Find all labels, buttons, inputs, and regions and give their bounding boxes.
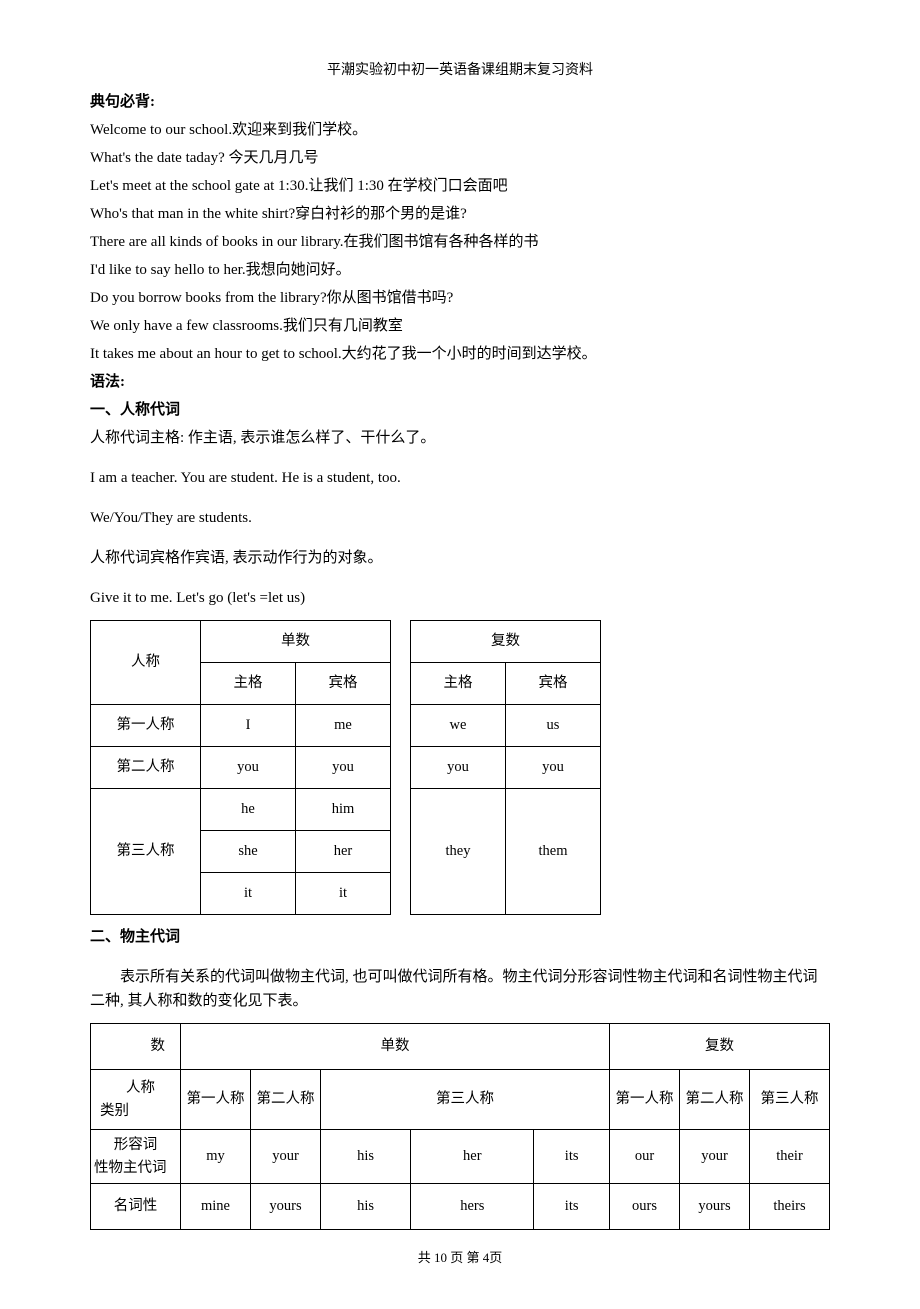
table-cell: she [201,831,296,873]
table-cell: you [506,747,601,789]
table-cell: you [411,747,506,789]
table-cell: yours [680,1184,750,1230]
table-header-p1: 第一人称 [610,1070,680,1130]
table-cell: you [296,747,391,789]
table-header-p1: 第一人称 [181,1070,251,1130]
grammar-line: I am a teacher. You are student. He is a… [90,466,830,490]
table-header-p3: 第三人称 [321,1070,610,1130]
section-heading-pronouns: 一、人称代词 [90,398,830,422]
grammar-line: 人称代词主格: 作主语, 表示谁怎么样了、干什么了。 [90,426,830,450]
table-cell: it [201,873,296,915]
table-cell: 第二人称 [91,747,201,789]
table-cell: he [201,789,296,831]
table-cell: their [750,1130,830,1184]
table-header-p2: 第二人称 [680,1070,750,1130]
sentence-line: There are all kinds of books in our libr… [90,230,830,254]
table-header-person-category: 人称 类别 [91,1070,181,1130]
table-cell: we [411,705,506,747]
possessive-pronoun-table: 数 单数 复数 人称 类别 第一人称 第二人称 第三人称 第一人称 第二人称 第… [90,1023,830,1230]
table-header-p3: 第三人称 [750,1070,830,1130]
sentence-line: We only have a few classrooms.我们只有几间教室 [90,314,830,338]
table-cell: mine [181,1184,251,1230]
table-header-plural: 复数 [610,1024,830,1070]
table-header-singular: 单数 [181,1024,610,1070]
row-label-adjective: 形容词 性物主代词 [91,1130,181,1184]
table-header-p2: 第二人称 [251,1070,321,1130]
sentence-line: It takes me about an hour to get to scho… [90,342,830,366]
sentence-line: Who's that man in the white shirt?穿白衬衫的那… [90,202,830,226]
table-cell: him [296,789,391,831]
row-label-noun: 名词性 [91,1184,181,1230]
table-header-number: 数 [91,1024,181,1070]
sentence-line: Let's meet at the school gate at 1:30.让我… [90,174,830,198]
grammar-line: Give it to me. Let's go (let's =let us) [90,586,830,610]
table-header-subject: 主格 [201,663,296,705]
possessive-intro-text: 表示所有关系的代词叫做物主代词, 也可叫做代词所有格。物主代词分形容词性物主代词… [90,969,818,1009]
section-heading-sentences: 典句必背: [90,90,830,114]
label-adj-l1: 形容词 [92,1134,179,1157]
possessive-intro: 表示所有关系的代词叫做物主代词, 也可叫做代词所有格。物主代词分形容词性物主代词… [90,965,830,1013]
table-cell: your [251,1130,321,1184]
table-cell: they [411,789,506,915]
table-header-plural: 复数 [411,621,601,663]
table-cell: my [181,1130,251,1184]
table-cell: his [321,1184,411,1230]
personal-pronoun-table: 人称 单数 复数 主格 宾格 主格 宾格 第一人称 I me we us 第二人… [90,620,601,915]
table-cell: ours [610,1184,680,1230]
table-cell: theirs [750,1184,830,1230]
table-cell: its [534,1130,610,1184]
table-header-subject: 主格 [411,663,506,705]
page-footer: 共 10 页 第 4页 [90,1248,830,1269]
grammar-line: 人称代词宾格作宾语, 表示动作行为的对象。 [90,546,830,570]
table-cell: it [296,873,391,915]
table-header-object: 宾格 [506,663,601,705]
table-cell: hers [411,1184,534,1230]
label-person: 人称 [92,1077,179,1100]
table-cell: her [296,831,391,873]
table-cell: your [680,1130,750,1184]
section-heading-possessive: 二、物主代词 [90,925,830,949]
sentence-line: Welcome to our school.欢迎来到我们学校。 [90,118,830,142]
sentence-line: Do you borrow books from the library?你从图… [90,286,830,310]
table-cell: his [321,1130,411,1184]
label-adj-l2: 性物主代词 [92,1157,179,1180]
page-header-title: 平潮实验初中初一英语备课组期末复习资料 [90,60,830,82]
table-gap [391,621,411,915]
table-cell: them [506,789,601,915]
table-header-person: 人称 [91,621,201,705]
table-cell: 第三人称 [91,789,201,915]
label-category: 类别 [92,1100,179,1123]
table-cell: I [201,705,296,747]
section-heading-grammar: 语法: [90,370,830,394]
sentence-line: I'd like to say hello to her.我想向她问好。 [90,258,830,282]
table-cell: her [411,1130,534,1184]
table-cell: its [534,1184,610,1230]
sentence-line: What's the date taday? 今天几月几号 [90,146,830,170]
table-cell: you [201,747,296,789]
table-header-singular: 单数 [201,621,391,663]
grammar-line: We/You/They are students. [90,506,830,530]
table-cell: us [506,705,601,747]
table-cell: 第一人称 [91,705,201,747]
table-header-object: 宾格 [296,663,391,705]
table-cell: yours [251,1184,321,1230]
table-cell: our [610,1130,680,1184]
table-cell: me [296,705,391,747]
